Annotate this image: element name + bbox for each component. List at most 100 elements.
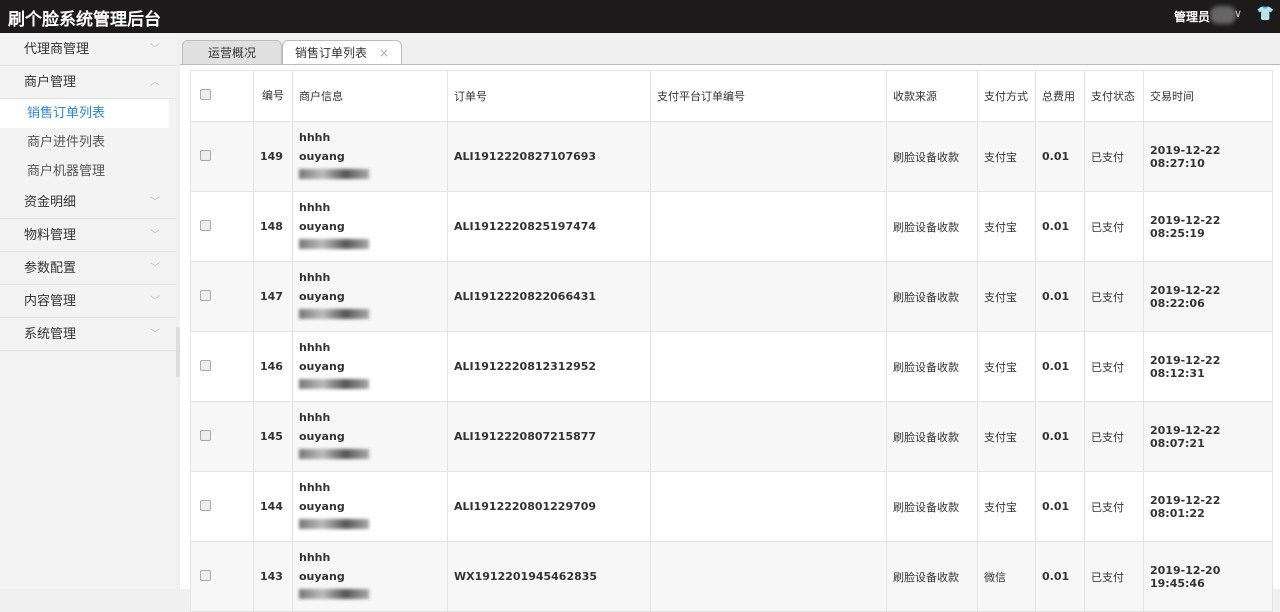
merchant-info: hhhh ouyang: [292, 541, 448, 612]
row-checkbox[interactable]: [200, 149, 211, 161]
row-id: 148: [253, 191, 293, 262]
redacted-phone: [299, 309, 369, 319]
total-fee: 0.01: [1035, 191, 1085, 262]
payment-source: 刷脸设备收款: [886, 541, 978, 612]
row-checkbox[interactable]: [200, 569, 211, 581]
column-header: 交易时间: [1143, 70, 1273, 122]
sidebar-item[interactable]: 代理商管理 ﹀: [0, 33, 176, 66]
merchant-info: hhhh ouyang: [292, 471, 448, 542]
sidebar-subitem[interactable]: 商户机器管理: [27, 164, 106, 179]
top-bar: 刷个脸系统管理后台 管理员 ∨ 👕: [0, 0, 1280, 33]
merchant-name: hhhh: [299, 481, 331, 494]
payment-status: 已支付: [1084, 191, 1144, 262]
row-select-cell: [190, 191, 254, 262]
chevron-down-icon[interactable]: ∨: [1233, 7, 1242, 20]
row-id: 143: [253, 541, 293, 612]
tab-label: 运营概况: [207, 46, 256, 60]
merchant-info: hhhh ouyang: [292, 121, 448, 192]
row-id: 145: [253, 401, 293, 472]
tab-overview[interactable]: 运营概况: [182, 40, 282, 65]
close-icon[interactable]: ×: [378, 46, 390, 60]
payment-source: 刷脸设备收款: [886, 261, 978, 332]
row-checkbox[interactable]: [200, 429, 211, 441]
merchant-user: ouyang: [299, 360, 345, 373]
table-row: 149 hhhh ouyang ALI1912220827107693 刷脸设备收…: [190, 121, 1273, 192]
tab-sales-orders[interactable]: 销售订单列表 ×: [282, 40, 402, 65]
order-number: ALI1912220825197474: [447, 191, 651, 262]
sidebar-subitem[interactable]: 商户进件列表: [27, 135, 106, 150]
row-checkbox[interactable]: [200, 219, 211, 231]
row-checkbox[interactable]: [200, 289, 211, 301]
payment-status: 已支付: [1084, 331, 1144, 402]
order-number: WX1912201945462835: [447, 541, 651, 612]
row-checkbox[interactable]: [200, 359, 211, 371]
platform-order-number: [650, 121, 887, 192]
table-row: 145 hhhh ouyang ALI1912220807215877 刷脸设备收…: [190, 401, 1273, 472]
app-title: 刷个脸系统管理后台: [8, 10, 161, 30]
transaction-time: 2019-12-22 08:25:19: [1143, 191, 1273, 262]
transaction-time: 2019-12-22 08:12:31: [1143, 331, 1273, 402]
chevron-up-icon: ︿: [150, 77, 160, 88]
payment-status: 已支付: [1084, 471, 1144, 542]
merchant-info: hhhh ouyang: [292, 191, 448, 262]
sidebar-item[interactable]: 商户管理 ︿: [0, 66, 176, 99]
row-select-cell: [190, 401, 254, 472]
payment-method: 支付宝: [977, 121, 1036, 192]
total-fee: 0.01: [1035, 261, 1085, 332]
total-fee: 0.01: [1035, 471, 1085, 542]
order-number: ALI1912220801229709: [447, 471, 651, 542]
column-header: 总费用: [1035, 70, 1085, 122]
payment-method: 微信: [977, 541, 1036, 612]
payment-method: 支付宝: [977, 261, 1036, 332]
order-number: ALI1912220812312952: [447, 331, 651, 402]
sidebar-item[interactable]: 资金明细 ﹀: [0, 186, 176, 219]
sidebar-item-label: 内容管理: [24, 294, 77, 309]
payment-source: 刷脸设备收款: [886, 331, 978, 402]
sidebar-item-label: 商户管理: [24, 75, 77, 90]
select-all-cell: [190, 70, 254, 122]
sidebar-item[interactable]: 系统管理 ﹀: [0, 318, 176, 351]
merchant-user: ouyang: [299, 290, 345, 303]
column-header: 收款来源: [886, 70, 978, 122]
transaction-time: 2019-12-20 19:45:46: [1143, 541, 1273, 612]
merchant-user: ouyang: [299, 150, 345, 163]
row-select-cell: [190, 261, 254, 332]
chevron-down-icon: ﹀: [150, 197, 160, 208]
table-row: 143 hhhh ouyang WX1912201945462835 刷脸设备收款…: [190, 541, 1273, 612]
payment-status: 已支付: [1084, 541, 1144, 612]
total-fee: 0.01: [1035, 401, 1085, 472]
column-header: 支付状态: [1084, 70, 1144, 122]
sidebar-item-label: 物料管理: [24, 228, 77, 243]
sidebar-item[interactable]: 内容管理 ﹀: [0, 285, 176, 318]
table-row: 148 hhhh ouyang ALI1912220825197474 刷脸设备收…: [190, 191, 1273, 262]
platform-order-number: [650, 471, 887, 542]
merchant-user: ouyang: [299, 570, 345, 583]
payment-method: 支付宝: [977, 191, 1036, 262]
chevron-down-icon: ﹀: [150, 296, 160, 307]
sidebar-item[interactable]: 参数配置 ﹀: [0, 252, 176, 285]
sidebar-subitem[interactable]: 销售订单列表: [0, 99, 169, 128]
redacted-phone: [299, 589, 369, 599]
total-fee: 0.01: [1035, 331, 1085, 402]
avatar[interactable]: [1210, 6, 1236, 24]
merchant-user: ouyang: [299, 430, 345, 443]
user-name[interactable]: 管理员: [1173, 10, 1210, 24]
chevron-down-icon: ﹀: [150, 263, 160, 274]
chevron-down-icon: ﹀: [150, 44, 160, 55]
merchant-user: ouyang: [299, 500, 345, 513]
total-fee: 0.01: [1035, 541, 1085, 612]
merchant-name: hhhh: [299, 131, 331, 144]
redacted-phone: [299, 169, 369, 179]
row-select-cell: [190, 121, 254, 192]
select-all-checkbox[interactable]: [200, 89, 211, 100]
theme-shirt-icon[interactable]: 👕: [1256, 6, 1274, 22]
tab-label: 销售订单列表: [294, 46, 367, 60]
platform-order-number: [650, 541, 887, 612]
payment-source: 刷脸设备收款: [886, 401, 978, 472]
table-row: 144 hhhh ouyang ALI1912220801229709 刷脸设备收…: [190, 471, 1273, 542]
row-id: 144: [253, 471, 293, 542]
redacted-phone: [299, 379, 369, 389]
transaction-time: 2019-12-22 08:07:21: [1143, 401, 1273, 472]
sidebar-item[interactable]: 物料管理 ﹀: [0, 219, 176, 252]
row-checkbox[interactable]: [200, 499, 211, 511]
